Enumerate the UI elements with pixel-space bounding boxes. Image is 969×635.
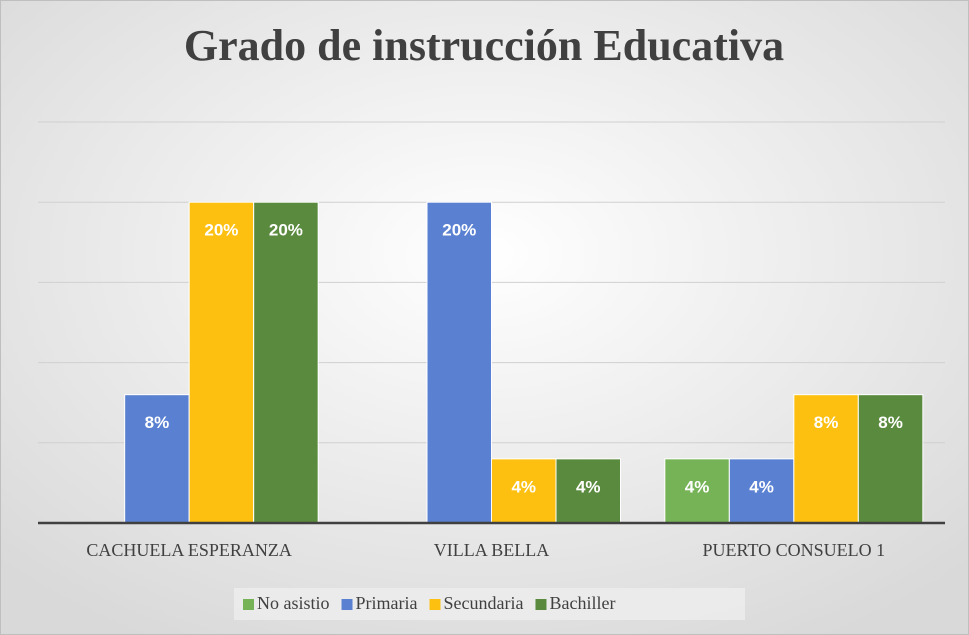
bar: [188, 201, 255, 524]
legend-label: No asistio: [257, 593, 330, 613]
bar: [857, 394, 924, 524]
legend-box: [234, 588, 745, 620]
legend-swatch: [535, 599, 547, 610]
legend-swatch: [429, 599, 441, 610]
legend-label: Bachiller: [549, 593, 615, 613]
bar: [728, 458, 795, 524]
legend-label: Secundaria: [444, 593, 524, 613]
bar: [253, 201, 319, 524]
data-label: 8%: [878, 413, 903, 432]
data-label: 20%: [269, 221, 303, 240]
data-label: 4%: [685, 477, 710, 496]
chart-title: Grado de instrucción Educativa: [184, 21, 784, 70]
data-label: 4%: [511, 477, 536, 496]
bar: [426, 201, 492, 524]
data-label: 4%: [749, 477, 774, 496]
data-label: 8%: [814, 413, 839, 432]
x-tick-label: PUERTO CONSUELO 1: [703, 540, 886, 560]
data-label: 8%: [145, 413, 170, 432]
x-tick-label: CACHUELA ESPERANZA: [86, 540, 292, 560]
bar: [793, 394, 859, 524]
data-label: 20%: [442, 221, 476, 240]
legend-swatch: [243, 599, 254, 610]
data-label: 20%: [204, 221, 238, 240]
legend-swatch: [341, 599, 353, 610]
x-tick-label: VILLA BELLA: [434, 540, 549, 560]
legend-label: Primaria: [356, 593, 418, 613]
data-label: 4%: [576, 477, 601, 496]
